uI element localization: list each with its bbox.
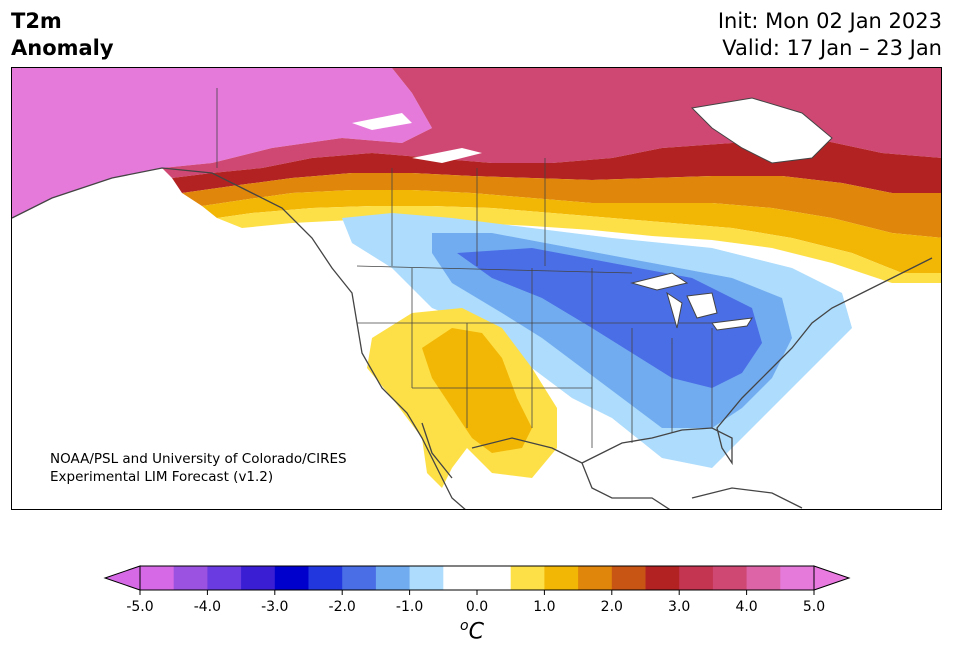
map-canvas	[12, 68, 941, 509]
colorbar-tick-label: 1.0	[533, 599, 556, 615]
colorbar-cell	[207, 566, 242, 590]
colorbar-over-arrow	[813, 565, 851, 591]
unit-degree: o	[460, 618, 469, 634]
southwest-warm-strong	[422, 328, 532, 453]
colorbar-tick-label: 5.0	[802, 599, 826, 615]
colorbar-cells	[140, 566, 815, 590]
hudson-bay	[690, 97, 833, 164]
colorbar-cell	[477, 566, 512, 590]
colorbar-tick-label: 2.0	[600, 599, 623, 615]
unit-letter: C	[468, 619, 484, 645]
colorbar-tick-label: -2.0	[328, 599, 356, 615]
great-slave-lake	[412, 148, 482, 163]
colorbar-cell	[780, 566, 815, 590]
great-lakes	[630, 272, 753, 331]
colorbar-tick-label: 0.0	[465, 599, 489, 615]
colorbar-cell	[409, 566, 444, 590]
colorbar-tick-label: -5.0	[126, 599, 154, 615]
great-bear-lake	[352, 113, 412, 130]
colorbar-cell	[712, 566, 748, 590]
colorbar-cell	[510, 566, 545, 590]
anomaly-map: NOAA/PSL and University of Colorado/CIRE…	[11, 67, 942, 510]
credit-line-2: Experimental LIM Forecast (v1.2)	[50, 469, 274, 485]
colorbar-cell	[746, 566, 781, 590]
colorbar-tick-label: 4.0	[735, 599, 758, 615]
colorbar-cell	[342, 566, 377, 590]
colorbar-cell	[679, 566, 714, 590]
init-date: Init: Mon 02 Jan 2023	[717, 9, 942, 33]
colorbar-ticks	[139, 590, 815, 595]
colorbar-tick-label: -1.0	[395, 599, 424, 615]
credit-text: NOAA/PSL and University of Colorado/CIRE…	[50, 450, 347, 486]
political-borders	[216, 88, 732, 448]
colorbar-unit: oC	[460, 618, 484, 644]
date-info: Init: Mon 02 Jan 2023 Valid: 17 Jan – 23…	[718, 8, 942, 62]
colorbar-cell	[611, 566, 646, 590]
coastlines	[12, 167, 933, 509]
credit-line-1: NOAA/PSL and University of Colorado/CIRE…	[50, 451, 347, 467]
colorbar-cell	[308, 566, 343, 590]
canada-warm-band-1	[162, 68, 941, 178]
colorbar-cell	[173, 566, 208, 590]
colorbar-tick-label: -3.0	[261, 599, 289, 615]
canada-warm-band-3	[182, 173, 941, 238]
canada-warm-band-4	[202, 190, 941, 273]
colorbar-under-arrow	[103, 565, 141, 591]
valid-range: Valid: 17 Jan – 23 Jan	[722, 36, 942, 60]
colorbar-cell	[544, 566, 579, 590]
colorbar-cell	[274, 566, 309, 590]
colorbar-cell	[645, 566, 680, 590]
alaska-warm-region	[12, 68, 432, 218]
colorbar-cell	[140, 566, 175, 590]
colorbar-cell	[241, 566, 276, 590]
colorbar	[103, 565, 851, 595]
colorbar-tick-label: 3.0	[668, 599, 691, 615]
colorbar-tick-label: -4.0	[193, 599, 222, 615]
colorbar-cell	[578, 566, 613, 590]
quantity-label: Anomaly	[11, 36, 114, 60]
map-title: T2m Anomaly	[11, 8, 114, 62]
canada-warm-band-5	[217, 206, 941, 283]
colorbar-cell	[375, 566, 411, 590]
variable-label: T2m	[11, 9, 62, 33]
colorbar-cell	[443, 566, 478, 590]
